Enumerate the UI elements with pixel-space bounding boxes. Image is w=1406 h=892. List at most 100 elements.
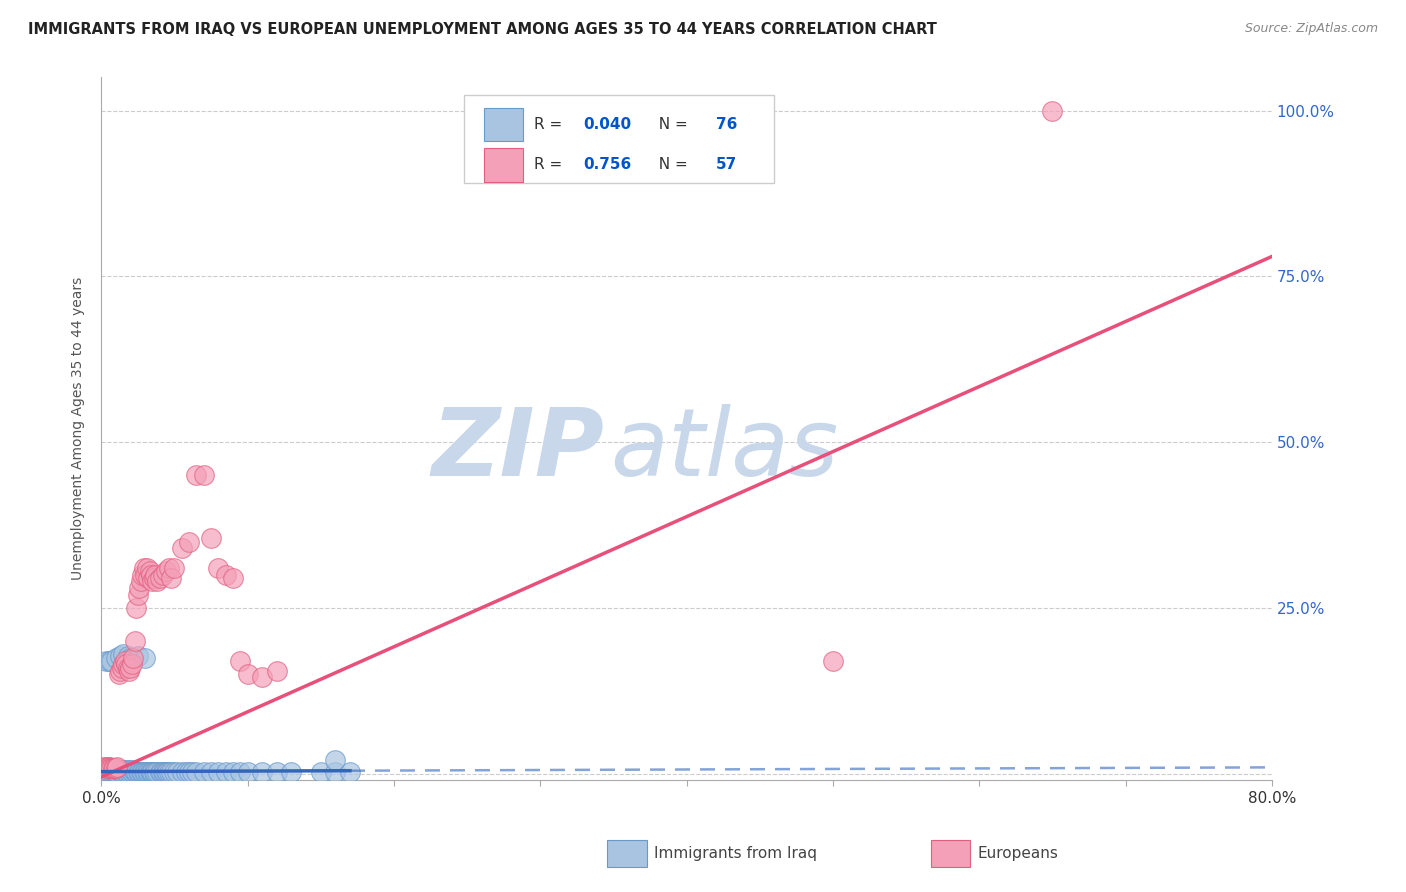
Point bbox=[112, 657, 135, 672]
Point bbox=[135, 764, 157, 779]
Point bbox=[177, 534, 200, 549]
Point bbox=[222, 764, 245, 779]
Point bbox=[174, 764, 197, 779]
Point bbox=[186, 468, 208, 483]
Point bbox=[101, 761, 124, 775]
Point bbox=[141, 764, 163, 779]
Point bbox=[110, 764, 132, 778]
Point bbox=[127, 648, 149, 663]
Point bbox=[200, 531, 222, 545]
Text: N =: N = bbox=[650, 117, 693, 132]
Point bbox=[94, 760, 117, 774]
Point bbox=[97, 760, 120, 774]
Y-axis label: Unemployment Among Ages 35 to 44 years: Unemployment Among Ages 35 to 44 years bbox=[72, 277, 86, 581]
Text: 0.756: 0.756 bbox=[583, 157, 631, 172]
Text: atlas: atlas bbox=[610, 404, 839, 495]
Point bbox=[325, 753, 347, 767]
Point bbox=[98, 764, 121, 778]
Point bbox=[94, 654, 117, 668]
Point bbox=[142, 571, 165, 585]
Point bbox=[325, 764, 347, 779]
Point bbox=[181, 764, 204, 779]
Point bbox=[236, 667, 259, 681]
Point bbox=[266, 664, 288, 678]
Point bbox=[131, 567, 153, 582]
Point bbox=[103, 761, 125, 775]
Point bbox=[143, 764, 166, 779]
Point bbox=[127, 764, 149, 779]
Point bbox=[280, 764, 302, 779]
Point bbox=[160, 571, 183, 585]
Point bbox=[103, 764, 125, 778]
Point bbox=[141, 574, 163, 589]
Text: 76: 76 bbox=[716, 117, 737, 132]
Point bbox=[105, 760, 128, 774]
Point bbox=[132, 561, 155, 575]
Point bbox=[186, 764, 208, 779]
Point bbox=[120, 764, 142, 778]
Point bbox=[114, 764, 136, 778]
Point bbox=[134, 764, 156, 779]
Point bbox=[193, 764, 215, 779]
Point bbox=[111, 764, 134, 779]
Point bbox=[207, 764, 229, 779]
Point bbox=[157, 561, 180, 575]
Point bbox=[152, 764, 174, 779]
Point bbox=[1042, 103, 1064, 118]
Point bbox=[160, 764, 183, 779]
Point bbox=[149, 571, 172, 585]
Point bbox=[118, 764, 141, 779]
Point bbox=[142, 764, 165, 779]
FancyBboxPatch shape bbox=[484, 148, 523, 182]
Point bbox=[110, 664, 132, 678]
Point bbox=[94, 761, 117, 775]
Point bbox=[143, 567, 166, 582]
Point bbox=[114, 654, 136, 668]
Point bbox=[128, 764, 150, 779]
Point bbox=[250, 764, 273, 779]
Point bbox=[229, 654, 252, 668]
Point bbox=[117, 764, 139, 778]
Point bbox=[170, 541, 193, 556]
Point bbox=[124, 764, 146, 779]
Point bbox=[125, 764, 148, 779]
Point bbox=[129, 574, 152, 589]
Point bbox=[112, 764, 135, 778]
Point bbox=[166, 764, 188, 779]
Point bbox=[152, 567, 174, 582]
Point bbox=[97, 760, 120, 774]
Point bbox=[96, 764, 118, 778]
Point bbox=[266, 764, 288, 779]
Point bbox=[122, 650, 145, 665]
Point bbox=[339, 764, 361, 779]
Point bbox=[104, 764, 127, 779]
Point bbox=[120, 650, 142, 665]
Point bbox=[117, 660, 139, 674]
Point bbox=[821, 654, 844, 668]
Point bbox=[93, 760, 115, 774]
Point bbox=[104, 650, 127, 665]
Text: Immigrants from Iraq: Immigrants from Iraq bbox=[654, 847, 817, 861]
Point bbox=[124, 634, 146, 648]
Point bbox=[236, 764, 259, 779]
Point bbox=[117, 648, 139, 663]
Text: 57: 57 bbox=[716, 157, 737, 172]
Point bbox=[127, 588, 149, 602]
Text: 0.040: 0.040 bbox=[583, 117, 631, 132]
Point bbox=[115, 764, 138, 779]
Point bbox=[112, 647, 135, 661]
Point bbox=[107, 764, 129, 778]
Text: N =: N = bbox=[650, 157, 693, 172]
Point bbox=[155, 565, 177, 579]
Point bbox=[93, 764, 115, 778]
Point bbox=[105, 764, 128, 778]
Point bbox=[309, 764, 332, 779]
Text: IMMIGRANTS FROM IRAQ VS EUROPEAN UNEMPLOYMENT AMONG AGES 35 TO 44 YEARS CORRELAT: IMMIGRANTS FROM IRAQ VS EUROPEAN UNEMPLO… bbox=[28, 22, 936, 37]
Point bbox=[96, 761, 118, 775]
Point bbox=[121, 657, 143, 672]
Point bbox=[136, 764, 159, 779]
Text: Source: ZipAtlas.com: Source: ZipAtlas.com bbox=[1244, 22, 1378, 36]
Point bbox=[139, 764, 162, 779]
Point bbox=[163, 561, 186, 575]
Text: R =: R = bbox=[534, 117, 568, 132]
